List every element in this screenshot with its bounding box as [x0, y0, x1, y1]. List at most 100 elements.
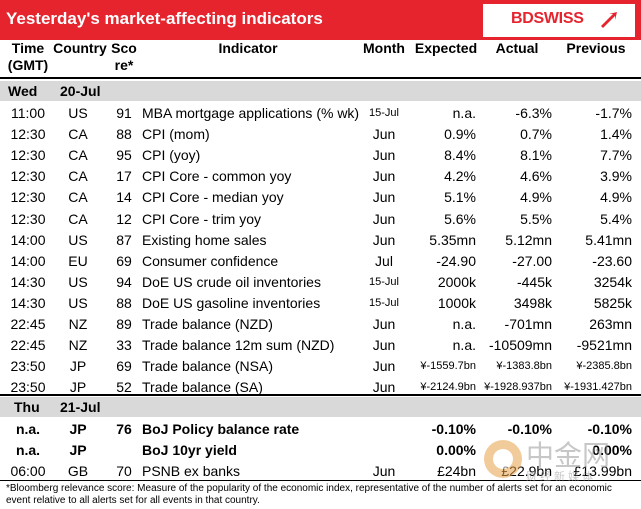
score-cell: 94	[116, 273, 132, 290]
time-cell: 12:30	[10, 168, 46, 185]
score-cell: 95	[116, 147, 132, 164]
time-cell: n.a.	[15, 421, 41, 437]
day-weekday: Wed	[8, 83, 38, 99]
country-cell: US	[68, 273, 88, 290]
country-cell: CA	[68, 147, 88, 164]
actual-cell: -10509mn	[488, 337, 552, 354]
previous-cell: 1.4%	[600, 126, 632, 143]
table-row: 11:00 US 91 MBA mortgage applications (% wk…	[0, 102, 641, 123]
actual-cell: ¥-1928.937bn	[484, 381, 552, 394]
previous-cell: 0.00%	[592, 442, 632, 458]
header-divider	[0, 77, 641, 79]
expected-cell: 0.00%	[436, 442, 476, 458]
indicator-cell: Trade balance (NSA)	[142, 358, 273, 375]
time-cell: 14:30	[10, 273, 46, 290]
month-cell: 15-Jul	[369, 296, 399, 309]
previous-cell: -0.10%	[587, 421, 632, 437]
score-cell: 88	[116, 294, 132, 311]
table-row: 23:50 JP 52 Trade balance (SA) Jun ¥-2124.9bn…	[0, 376, 641, 397]
actual-cell: -27.00	[512, 252, 552, 269]
score-cell: 76	[116, 421, 132, 437]
indicator-cell: CPI (yoy)	[142, 147, 201, 164]
time-cell: 12:30	[10, 126, 46, 143]
day-date: 21-Jul	[60, 399, 101, 415]
previous-cell: £13.99bn	[573, 463, 632, 479]
col-head-score: Score*	[111, 40, 137, 73]
table-row: 22:45 NZ 33 Trade balance 12m sum (NZD) Jun n…	[0, 334, 641, 355]
time-cell: 06:00	[10, 463, 46, 479]
month-cell: Jun	[372, 358, 396, 375]
score-cell: 12	[116, 210, 132, 227]
previous-cell: 5825k	[593, 294, 632, 311]
actual-cell: 4.9%	[520, 189, 552, 206]
country-cell: JP	[69, 421, 87, 437]
previous-cell: -9521mn	[576, 337, 632, 354]
previous-cell: ¥-2385.8bn	[576, 360, 632, 373]
previous-cell: 263mn	[589, 316, 632, 332]
table-row: 14:00 US 87 Existing home sales Jun 5.35mn 5.1…	[0, 229, 641, 250]
indicator-cell: Existing home sales	[142, 231, 267, 248]
indicator-cell: Trade balance (SA)	[142, 379, 263, 396]
country-cell: EU	[68, 252, 88, 269]
time-cell: 12:30	[10, 147, 46, 164]
col-head-time: Time (GMT)	[4, 40, 52, 74]
country-cell: US	[68, 294, 88, 311]
watermark-text: 中金网	[526, 439, 611, 472]
actual-cell: 5.5%	[520, 210, 552, 227]
time-cell: 23:50	[10, 379, 46, 396]
col-head-indicator: Indicator	[218, 40, 278, 56]
table-row: 12:30 CA 12 CPI Core - trim yoy Jun 5.6% 5.5% 5…	[0, 208, 641, 229]
table-row: 14:00 EU 69 Consumer confidence Jul -24.90 -27…	[0, 250, 641, 271]
expected-cell: 8.4%	[444, 147, 476, 164]
watermark: 中金网 财经新媒体	[484, 434, 634, 494]
score-cell: 70	[116, 463, 132, 479]
month-cell: Jul	[375, 252, 393, 269]
score-cell: 91	[116, 105, 132, 121]
time-cell: 22:45	[10, 337, 46, 354]
table-row: n.a. JP 76 BoJ Policy balance rate -0.10% -0.…	[0, 418, 641, 439]
header-banner: Yesterday's market-affecting indicators …	[0, 0, 641, 40]
col-head-expected: Expected	[414, 40, 478, 56]
indicator-cell: CPI Core - trim yoy	[142, 210, 262, 227]
score-cell: 69	[116, 358, 132, 375]
table-row: 22:45 NZ 89 Trade balance (NZD) Jun n.a. -701m…	[0, 313, 641, 334]
indicator-cell: MBA mortgage applications (% wk)	[142, 105, 360, 121]
previous-cell: 5.41mn	[585, 231, 632, 248]
previous-cell: 7.7%	[600, 147, 632, 164]
previous-cell: 3.9%	[600, 168, 632, 185]
table-row: 12:30 CA 17 CPI Core - common yoy Jun 4.2% 4.6…	[0, 165, 641, 186]
score-cell: 89	[116, 316, 132, 332]
expected-cell: 4.2%	[444, 168, 476, 185]
footnote: *Bloomberg relevance score: Measure of t…	[6, 483, 612, 506]
month-cell: Jun	[372, 316, 396, 332]
expected-cell: ¥-2124.9bn	[420, 381, 476, 394]
score-cell: 69	[116, 252, 132, 269]
indicator-cell: DoE US gasoline inventories	[142, 294, 321, 311]
time-cell: 14:00	[10, 252, 46, 269]
expected-cell: n.a.	[452, 105, 476, 121]
time-cell: 23:50	[10, 358, 46, 375]
time-cell: 14:00	[10, 231, 46, 248]
indicator-cell: Consumer confidence	[142, 252, 279, 269]
col-head-time-label: Time (GMT)	[7, 40, 49, 73]
country-cell: GB	[67, 463, 89, 479]
day-weekday: Thu	[14, 399, 40, 415]
month-cell: Jun	[372, 210, 396, 227]
country-cell: CA	[68, 210, 88, 227]
day-row-thu: Thu 21-Jul	[0, 397, 641, 417]
table-bottom-rule	[0, 480, 641, 481]
expected-cell: 5.6%	[444, 210, 476, 227]
time-cell: 11:00	[11, 105, 45, 121]
expected-cell: 2000k	[437, 273, 476, 290]
previous-cell: 4.9%	[600, 189, 632, 206]
country-cell: US	[68, 231, 88, 248]
previous-cell: 3254k	[593, 273, 632, 290]
country-cell: JP	[69, 442, 87, 458]
month-cell: Jun	[372, 168, 396, 185]
actual-cell: ¥-1383.8bn	[496, 360, 552, 373]
actual-cell: 8.1%	[520, 147, 552, 164]
time-cell: 12:30	[10, 189, 46, 206]
month-cell: Jun	[372, 463, 396, 479]
expected-cell: 5.1%	[444, 189, 476, 206]
brand-logo: BDSWISS	[483, 4, 635, 37]
